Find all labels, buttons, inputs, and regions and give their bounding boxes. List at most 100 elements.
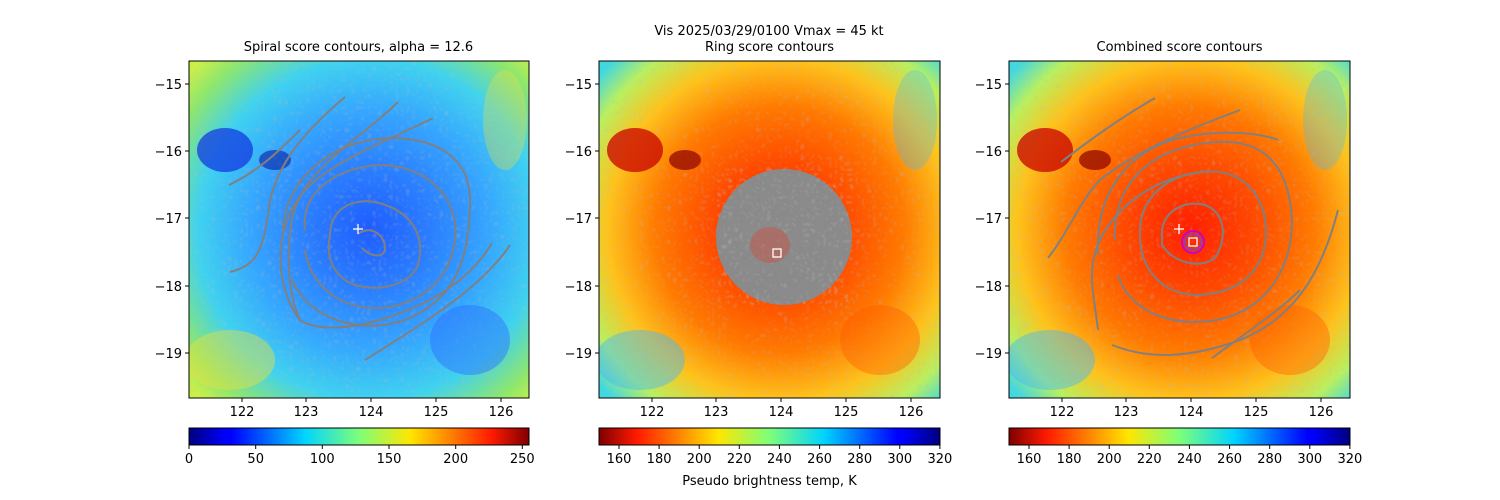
x-tick: 123 <box>704 398 729 420</box>
panel-combined: Combined score contours <box>975 40 1363 467</box>
cb-tick: 200 <box>687 445 712 467</box>
square-marker <box>1188 237 1198 247</box>
x-ticks: 122 123 124 125 126 <box>1050 398 1334 420</box>
cb-tick-label: 320 <box>1337 452 1362 467</box>
cb-tick: 160 <box>607 445 632 467</box>
x-tick: 123 <box>294 398 319 420</box>
cb-tick: 300 <box>1297 445 1322 467</box>
y-tick-label: −19 <box>975 347 1002 362</box>
cb-tick: 200 <box>1097 445 1122 467</box>
cb-tick: 260 <box>807 445 832 467</box>
cb-tick-label: 50 <box>247 452 264 467</box>
x-tick-label: 125 <box>834 405 859 420</box>
cb-tick-label: 300 <box>1297 452 1322 467</box>
y-tick-label: −16 <box>155 145 182 160</box>
cb-tick: 200 <box>443 445 468 467</box>
panel-title: Combined score contours <box>1097 40 1263 55</box>
y-tick: −17 <box>975 212 1009 227</box>
colorbar: 0 50 100 150 200 250 <box>185 427 535 467</box>
y-tick-label: −15 <box>565 78 592 93</box>
y-tick: −17 <box>565 212 599 227</box>
cb-tick: 280 <box>847 445 872 467</box>
plus-marker <box>1174 224 1184 234</box>
cb-tick: 320 <box>927 445 952 467</box>
x-tick: 125 <box>834 398 859 420</box>
y-tick: −19 <box>565 347 599 362</box>
x-tick-label: 122 <box>230 405 255 420</box>
x-tick-label: 124 <box>1179 405 1204 420</box>
y-tick-label: −19 <box>565 347 592 362</box>
cb-tick: 220 <box>1137 445 1162 467</box>
y-tick: −16 <box>565 145 599 160</box>
x-tick: 122 <box>230 398 255 420</box>
heatmap-image <box>189 61 529 398</box>
y-tick: −19 <box>975 347 1009 362</box>
cb-tick-label: 240 <box>767 452 792 467</box>
y-tick-label: −18 <box>565 280 592 295</box>
y-tick-label: −16 <box>975 145 1002 160</box>
cb-tick: 220 <box>727 445 752 467</box>
cb-tick: 280 <box>1257 445 1282 467</box>
y-tick-label: −16 <box>565 145 592 160</box>
cb-tick: 300 <box>887 445 912 467</box>
y-ticks: −15 −16 −17 −18 −19 <box>565 78 599 362</box>
cb-tick-label: 150 <box>377 452 402 467</box>
x-tick: 124 <box>769 398 794 420</box>
y-tick: −19 <box>155 347 189 362</box>
cb-tick: 150 <box>377 445 402 467</box>
cb-tick-label: 220 <box>1137 452 1162 467</box>
cb-tick: 160 <box>1017 445 1042 467</box>
cb-tick: 100 <box>310 445 335 467</box>
y-tick-label: −17 <box>155 212 182 227</box>
y-tick-label: −17 <box>975 212 1002 227</box>
x-tick: 124 <box>359 398 383 420</box>
heatmap-image <box>1009 61 1350 398</box>
cb-tick: 180 <box>647 445 672 467</box>
cb-tick: 260 <box>1217 445 1242 467</box>
y-tick-label: −19 <box>155 347 182 362</box>
y-tick: −18 <box>975 280 1009 295</box>
x-tick: 126 <box>899 398 924 420</box>
y-tick-label: −18 <box>975 280 1002 295</box>
cb-tick: 180 <box>1057 445 1082 467</box>
panel-ring: Ring score contours 122 123 124 125 126 <box>565 40 953 489</box>
cb-tick-label: 160 <box>1017 452 1042 467</box>
cb-tick-label: 160 <box>607 452 632 467</box>
x-tick-label: 122 <box>640 405 665 420</box>
cb-tick: 320 <box>1337 445 1362 467</box>
cb-tick-label: 180 <box>647 452 672 467</box>
x-tick-label: 123 <box>294 405 319 420</box>
cb-tick-label: 0 <box>185 452 193 467</box>
cb-tick: 0 <box>185 445 193 467</box>
cb-tick-label: 200 <box>687 452 712 467</box>
plus-marker <box>353 224 363 234</box>
x-ticks: 122 123 124 125 126 <box>640 398 924 420</box>
square-marker <box>772 248 782 258</box>
y-tick: −15 <box>975 78 1009 93</box>
x-tick-label: 126 <box>1309 405 1334 420</box>
x-tick: 124 <box>1179 398 1204 420</box>
cb-tick-label: 260 <box>807 452 832 467</box>
y-tick-label: −15 <box>975 78 1002 93</box>
y-tick-label: −18 <box>155 280 182 295</box>
x-tick-label: 125 <box>1244 405 1269 420</box>
x-tick: 123 <box>1114 398 1139 420</box>
x-tick-label: 125 <box>424 405 449 420</box>
x-tick: 125 <box>1244 398 1269 420</box>
y-tick: −15 <box>155 78 189 93</box>
colorbar: 160 180 200 220 240 260 280 300 320 <box>598 427 952 467</box>
x-tick-label: 126 <box>489 405 514 420</box>
x-tick-label: 123 <box>1114 405 1139 420</box>
panel-title: Spiral score contours, alpha = 12.6 <box>244 40 473 55</box>
y-tick-label: −17 <box>565 212 592 227</box>
x-tick-label: 126 <box>899 405 924 420</box>
x-tick-label: 123 <box>704 405 729 420</box>
colorbar-label: Pseudo brightness temp, K <box>682 474 857 489</box>
y-tick: −18 <box>565 280 599 295</box>
cb-tick-label: 280 <box>1257 452 1282 467</box>
x-tick-label: 124 <box>769 405 794 420</box>
x-tick: 126 <box>1309 398 1334 420</box>
cb-tick-label: 240 <box>1177 452 1202 467</box>
cb-tick: 240 <box>1177 445 1202 467</box>
